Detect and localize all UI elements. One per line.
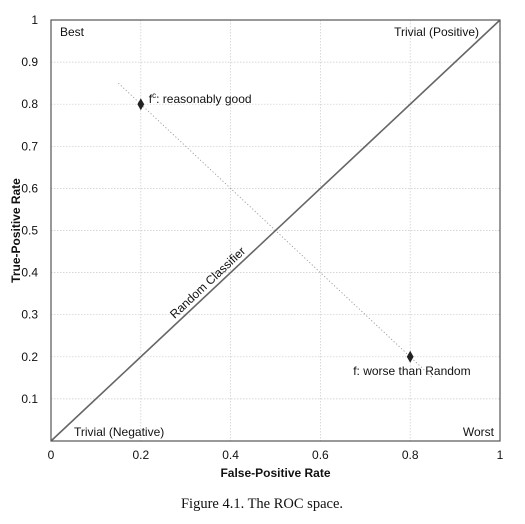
data-points: [137, 98, 414, 363]
y-tick-label: 1: [31, 13, 38, 27]
grid-lines: [51, 20, 500, 441]
y-tick-label: 0.4: [21, 266, 38, 280]
point-label-base: f: [353, 364, 357, 378]
corner-label-trivial-positive: Trivial (Positive): [394, 25, 479, 39]
point-label-worse-than-random: f: worse than Random: [353, 364, 470, 378]
corner-label-trivial-negative: Trivial (Negative): [74, 425, 164, 439]
y-tick-label: 0.8: [21, 97, 38, 111]
random-classifier-label: Random Classifier: [167, 244, 248, 321]
y-tick-label: 0.6: [21, 181, 38, 195]
figure-caption: Figure 4.1. The ROC space.: [181, 496, 343, 512]
reflection-line: [118, 82, 433, 379]
x-tick-label: 1: [497, 448, 504, 462]
y-axis-title: True-Positive Rate: [9, 178, 23, 283]
chart-lines: [50, 19, 501, 442]
x-tick-label: 0.2: [132, 448, 149, 462]
corner-label-worst: Worst: [463, 425, 495, 439]
corner-label-best: Best: [60, 25, 85, 39]
point-label-superscript: c: [152, 91, 156, 100]
point-label-text: : reasonably good: [156, 92, 251, 106]
x-tick-label: 0.8: [402, 448, 419, 462]
axis-ticks: 0 0.2 0.4 0.6 0.8 1 0.1 0.2 0.3 0.4 0.5 0.6 0.7 0.8 0.…: [21, 13, 503, 462]
point-marker-1: [406, 350, 414, 363]
point-label-text: : worse than Random: [357, 364, 471, 378]
x-tick-label: 0.6: [312, 448, 329, 462]
y-tick-label: 0.1: [21, 392, 38, 406]
point-marker-0: [137, 98, 145, 111]
plot-frame: [50, 19, 501, 442]
y-tick-label: 0.7: [21, 139, 38, 153]
x-tick-label: 0: [48, 448, 55, 462]
random-classifier-line: [50, 19, 501, 442]
point-label-reasonably-good: fc: reasonably good: [149, 91, 252, 106]
y-tick-label: 0.2: [21, 350, 38, 364]
y-tick-label: 0.9: [21, 55, 38, 69]
y-tick-label: 0.3: [21, 308, 38, 322]
y-tick-label: 0.5: [21, 224, 38, 238]
point-label-base: f: [149, 92, 153, 106]
x-tick-label: 0.4: [222, 448, 239, 462]
x-axis-title: False-Positive Rate: [220, 466, 330, 480]
